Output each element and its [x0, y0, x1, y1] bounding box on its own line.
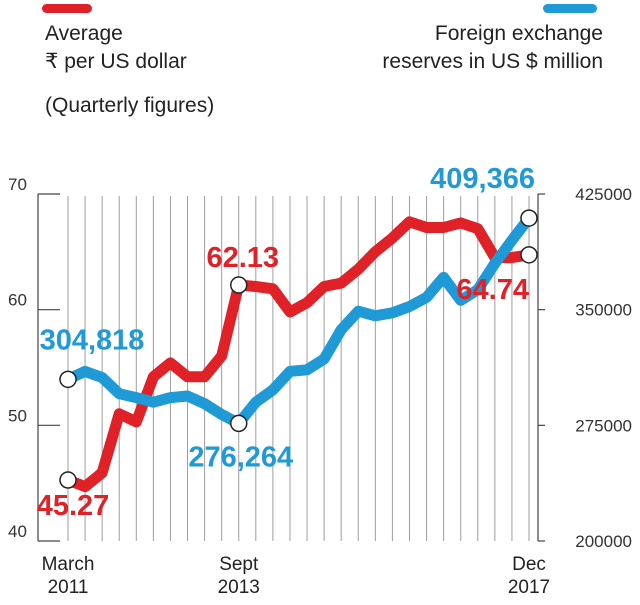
- x-axis-tick-label: Dec: [512, 554, 546, 575]
- right-axis-tick-label: 350000: [575, 301, 632, 320]
- left-axis-tick-label: 70: [8, 175, 27, 194]
- reserves-legend-swatch: [543, 4, 597, 13]
- highlight-point: [229, 276, 248, 294]
- reserves-line: [62, 212, 535, 429]
- x-axis-tick-label: Sept: [219, 554, 259, 575]
- highlight-point: [59, 471, 77, 489]
- rupee-legend-swatch: [42, 4, 92, 13]
- highlight-point: [520, 209, 538, 227]
- quarterly-note: (Quarterly figures): [45, 94, 215, 117]
- rupee-value-callout: 64.74: [456, 274, 529, 306]
- rupee-value-callout: 45.27: [37, 490, 110, 522]
- reserves-value-callout: 409,366: [430, 163, 535, 195]
- reserves-legend-line-2: reserves in US $ million: [382, 50, 603, 73]
- left-axis-tick-label: 60: [8, 291, 27, 310]
- series-lines: [62, 212, 535, 493]
- rupee-legend-line-2: ₹ per US dollar: [45, 50, 187, 73]
- x-axis-tick-label: 2013: [218, 577, 260, 598]
- x-axis-tick-label: 2011: [48, 577, 89, 598]
- highlight-point: [520, 246, 538, 264]
- right-axis-tick-label: 200000: [575, 532, 632, 551]
- rupee-value-callout: 62.13: [206, 242, 279, 274]
- rupee-legend-line-1: Average: [45, 22, 123, 45]
- x-axis-tick-label: March: [42, 554, 95, 575]
- right-axis-tick-label: 425000: [575, 185, 632, 204]
- highlight-point: [229, 414, 248, 433]
- right-axis-tick-label: 275000: [575, 416, 632, 435]
- axes: 70 60 50 40 425000 350000 275000 200000: [8, 175, 632, 551]
- highlight-points: [59, 209, 538, 489]
- x-axis-tick-label: 2017: [508, 577, 550, 598]
- reserves-value-callout: 276,264: [188, 441, 293, 473]
- reserves-value-callout: 304,818: [40, 324, 145, 356]
- left-axis-tick-label: 50: [8, 406, 27, 425]
- highlight-point: [59, 370, 77, 389]
- left-axis-tick-label: 40: [8, 522, 27, 541]
- reserves-legend-line-1: Foreign exchange: [434, 22, 603, 45]
